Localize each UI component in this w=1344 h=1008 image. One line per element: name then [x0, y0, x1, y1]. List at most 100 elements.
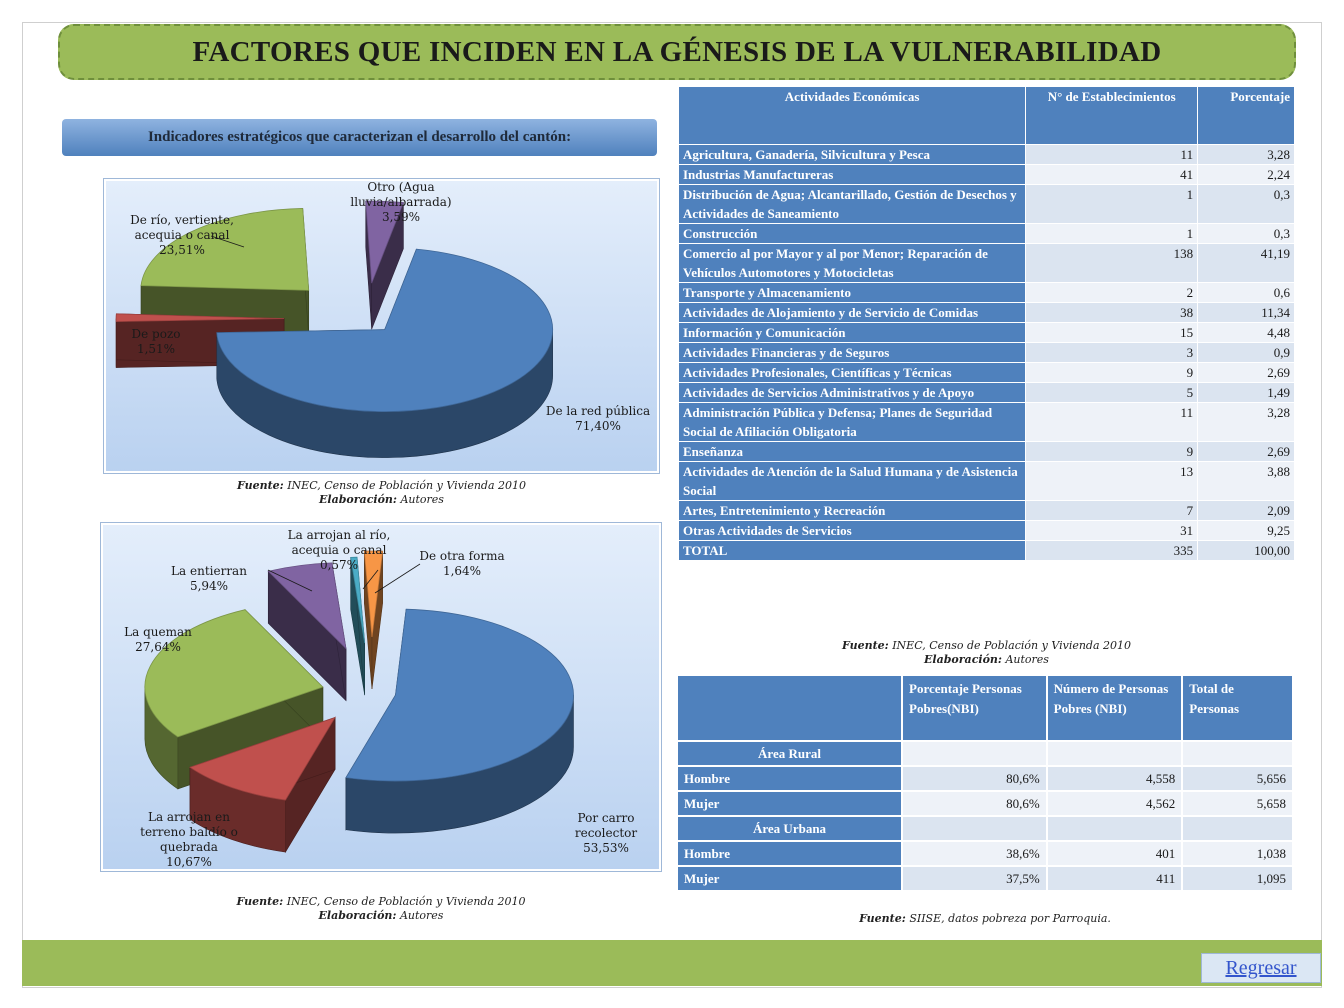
page-frame [22, 22, 1322, 988]
establishments-cell: 13 [1025, 461, 1199, 501]
poor-count-cell [1045, 740, 1184, 767]
establishments-cell: 9 [1025, 362, 1199, 383]
poor-percentage-cell [901, 740, 1048, 767]
slice-label: De otra forma 1,64% [419, 549, 504, 578]
pie-slice-top [345, 608, 574, 782]
pie-slice-top [144, 609, 324, 738]
leader-line [210, 235, 245, 248]
total-persons-cell: 5,658 [1181, 790, 1294, 817]
percentage-cell: 2,69 [1197, 441, 1295, 462]
table-row: Área Urbana [675, 815, 1294, 842]
table-row: Otras Actividades de Servicios 31 9,25 [677, 520, 1295, 541]
slice-label: De la red pública 71,40% [546, 404, 650, 433]
pie-slice-top [115, 313, 285, 322]
footer-bar [22, 940, 1322, 986]
activity-cell: Información y Comunicación [677, 322, 1027, 343]
chart1-source: Fuente: INEC, Censo de Población y Vivie… [236, 479, 527, 506]
activity-cell: Actividades de Atención de la Salud Huma… [677, 461, 1027, 501]
table-row: Actividades de Servicios Administrativos… [677, 382, 1295, 403]
poverty-nbi-table: Porcentaje Personas Pobres(NBI) Número d… [675, 674, 1294, 892]
percentage-cell: 100,00 [1197, 540, 1295, 561]
page-title: FACTORES QUE INCIDEN EN LA GÉNESIS DE LA… [58, 24, 1296, 80]
establishments-cell: 138 [1025, 243, 1199, 283]
percentage-cell: 2,09 [1197, 500, 1295, 521]
slice-label: La queman 27,64% [124, 625, 192, 654]
table-row: Comercio al por Mayor y al por Menor; Re… [677, 243, 1295, 283]
establishments-cell: 3 [1025, 342, 1199, 363]
percentage-cell: 0,3 [1197, 184, 1295, 224]
header-activities: Actividades Económicas [677, 86, 1027, 145]
table-row: Área Rural [675, 740, 1294, 767]
table-row: Enseñanza 9 2,69 [677, 441, 1295, 462]
header-empty [675, 674, 904, 742]
table-row: Transporte y Almacenamiento 2 0,6 [677, 282, 1295, 303]
table1-source: Fuente: INEC, Censo de Población y Vivie… [841, 639, 1132, 666]
pie-slice-top [267, 562, 347, 650]
pie-slice [267, 562, 347, 702]
table-row: Agricultura, Ganadería, Silvicultura y P… [677, 144, 1295, 165]
activity-cell: Administración Pública y Defensa; Planes… [677, 402, 1027, 442]
table-row: Administración Pública y Defensa; Planes… [677, 402, 1295, 442]
activity-cell: Artes, Entretenimiento y Recreación [677, 500, 1027, 521]
total-persons-cell [1181, 815, 1294, 842]
activity-cell: Distribución de Agua; Alcantarillado, Ge… [677, 184, 1027, 224]
pie-slice [363, 550, 384, 690]
pie-slice-top [216, 248, 553, 413]
percentage-cell: 2,24 [1197, 164, 1295, 185]
pie-slices [115, 200, 553, 458]
table2-source: Fuente: SIISE, datos pobreza por Parroqu… [859, 912, 1111, 925]
leader-line [374, 563, 421, 594]
header-total-persons: Total de Personas [1181, 674, 1294, 742]
establishments-cell: 11 [1025, 402, 1199, 442]
table-row: Mujer 37,5% 411 1,095 [675, 865, 1294, 892]
total-persons-cell: 1,095 [1181, 865, 1294, 892]
header-poor-count: Número de Personas Pobres (NBI) [1045, 674, 1184, 742]
percentage-cell: 3,88 [1197, 461, 1295, 501]
activity-cell: Actividades Profesionales, Científicas y… [677, 362, 1027, 383]
header-poor-percentage: Porcentaje Personas Pobres(NBI) [901, 674, 1048, 742]
slice-label: De pozo 1,51% [132, 327, 181, 356]
activity-cell: Actividades de Alojamiento y de Servicio… [677, 302, 1027, 323]
activity-cell: Actividades de Servicios Administrativos… [677, 382, 1027, 403]
poor-percentage-cell: 37,5% [901, 865, 1048, 892]
establishments-cell: 7 [1025, 500, 1199, 521]
table-row: Artes, Entretenimiento y Recreación 7 2,09 [677, 500, 1295, 521]
pie-slice [189, 716, 336, 854]
back-link[interactable]: Regresar [1201, 953, 1321, 983]
establishments-cell: 1 [1025, 184, 1199, 224]
water-source-pie-chart: De la red pública 71,40% De pozo 1,51% De rí… [103, 178, 660, 474]
table-row: Construcción 1 0,3 [677, 223, 1295, 244]
percentage-cell: 9,25 [1197, 520, 1295, 541]
percentage-cell: 3,28 [1197, 144, 1295, 165]
percentage-cell: 0,6 [1197, 282, 1295, 303]
percentage-cell: 11,34 [1197, 302, 1295, 323]
poor-count-cell: 401 [1045, 840, 1184, 867]
total-persons-cell: 5,656 [1181, 765, 1294, 792]
leader-line [267, 569, 313, 592]
slice-label: Otro (Agua lluvia/albarrada) 3,59% [350, 180, 451, 224]
activity-cell: Construcción [677, 223, 1027, 244]
establishments-cell: 2 [1025, 282, 1199, 303]
poor-percentage-cell: 80,6% [901, 765, 1048, 792]
row-label-cell: Área Rural [675, 740, 904, 767]
row-label-cell: Mujer [675, 865, 904, 892]
row-label-cell: Hombre [675, 840, 904, 867]
slice-label: La entierran 5,94% [171, 564, 247, 593]
pie-slice-top [350, 556, 366, 644]
slice-label: Por carro recolector 53,53% [575, 811, 637, 855]
economic-activities-table: Actividades Económicas N° de Establecimi… [677, 86, 1295, 561]
activity-cell: TOTAL [677, 540, 1027, 561]
activity-cell: Transporte y Almacenamiento [677, 282, 1027, 303]
table-row: TOTAL 335 100,00 [677, 540, 1295, 561]
percentage-cell: 41,19 [1197, 243, 1295, 283]
pie-slice [216, 248, 553, 458]
establishments-cell: 31 [1025, 520, 1199, 541]
header-establishments: N° de Establecimientos [1025, 86, 1199, 145]
waste-disposal-pie-svg: Por carro recolector 53,53% La arrojan en te… [124, 528, 637, 869]
activity-cell: Actividades Financieras y de Seguros [677, 342, 1027, 363]
table-row: Hombre 80,6% 4,558 5,656 [675, 765, 1294, 792]
percentage-cell: 0,3 [1197, 223, 1295, 244]
pie-slice [350, 556, 366, 696]
table-row: Actividades Profesionales, Científicas y… [677, 362, 1295, 383]
poor-count-cell: 4,562 [1045, 790, 1184, 817]
